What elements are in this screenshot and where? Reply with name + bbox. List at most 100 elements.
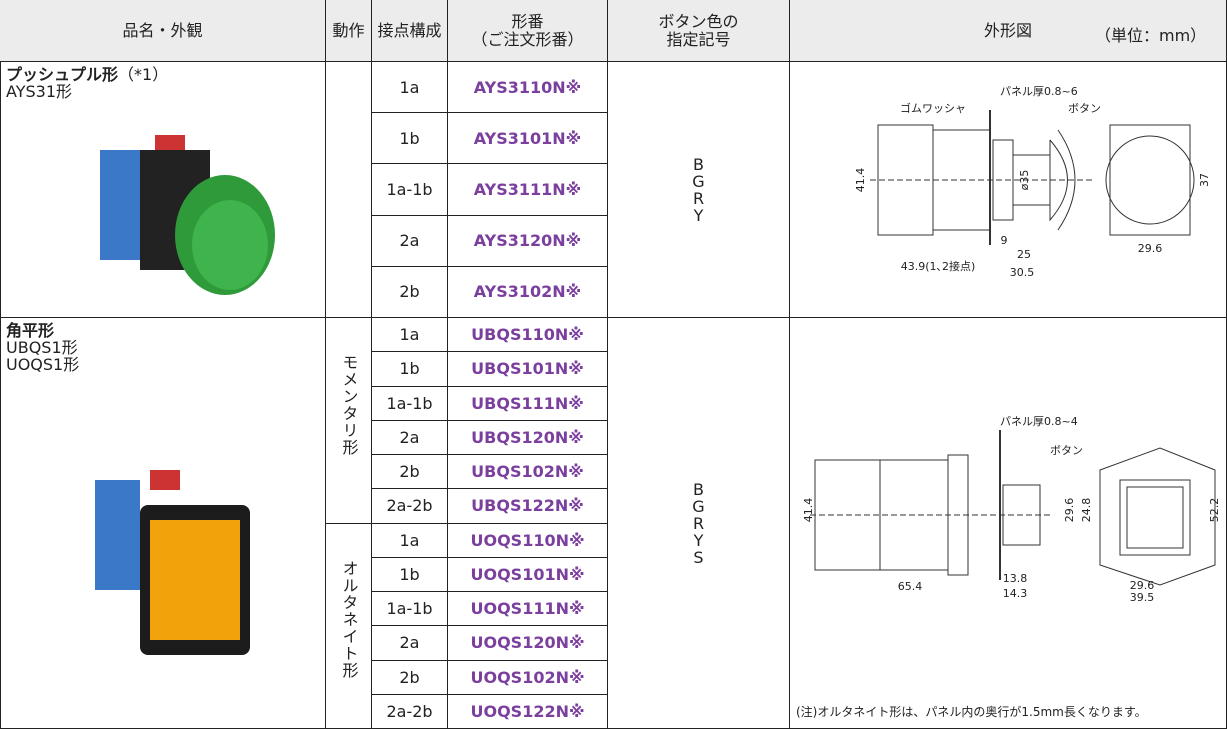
header-cell: 品名・外観 xyxy=(0,0,326,62)
contact-cell: 1b xyxy=(372,352,448,387)
part-cell: UBQS110N※ xyxy=(448,318,608,353)
part-cell: UBQS111N※ xyxy=(448,386,608,421)
contact: 2a-2b xyxy=(386,701,433,721)
contact: 1a xyxy=(399,325,420,345)
product-name: 角平形 xyxy=(6,321,55,340)
color-code: R xyxy=(692,188,705,208)
contact: 1a xyxy=(399,77,420,97)
color-code: G xyxy=(692,171,705,191)
part-number: UBQS110N※ xyxy=(471,325,584,345)
contact-cell: 1a-1b xyxy=(372,386,448,421)
part-number: UBQS120N※ xyxy=(471,427,584,447)
header-text: 指定記号 xyxy=(666,29,731,49)
part-cell: UOQS120N※ xyxy=(448,626,608,661)
part-cell: AYS3102N※ xyxy=(448,266,608,318)
contact-cell: 2a xyxy=(372,626,448,661)
header-text: 外形図 xyxy=(983,20,1032,40)
contact-cell: 2b xyxy=(372,266,448,318)
color-code: R xyxy=(692,513,705,533)
part-number: UBQS102N※ xyxy=(471,462,584,482)
contact-cell: 2b xyxy=(372,455,448,490)
action-label: モメンタリ形 xyxy=(339,354,359,456)
color-code: G xyxy=(692,496,705,516)
contact-cell: 2a xyxy=(372,420,448,455)
contact: 2b xyxy=(399,667,420,687)
contact: 1b xyxy=(399,128,420,148)
header-text: 形番 xyxy=(511,11,544,31)
part-number: UBQS122N※ xyxy=(471,496,584,516)
part-number: AYS3102N※ xyxy=(473,282,582,302)
contact-cell: 1a-1b xyxy=(372,164,448,216)
contact: 1b xyxy=(399,359,420,379)
action-cell: モメンタリ形 xyxy=(326,318,372,524)
drawing-note: (注)オルタネイト形は、パネル内の奥行が1.5mm長くなります。 xyxy=(796,705,1147,719)
part-cell: UOQS110N※ xyxy=(448,523,608,558)
model-name: AYS31形 xyxy=(6,82,72,101)
part-cell: AYS3101N※ xyxy=(448,113,608,165)
contact-cell: 1a xyxy=(372,62,448,114)
contact-cell: 2a-2b xyxy=(372,489,448,524)
color-code: S xyxy=(693,547,704,567)
contact-cell: 1a-1b xyxy=(372,592,448,627)
part-cell: UBQS101N※ xyxy=(448,352,608,387)
product-cell: 角平形 UBQS1形 UOQS1形 xyxy=(0,318,326,729)
part-cell: AYS3110N※ xyxy=(448,62,608,114)
header-cell: ボタン色の 指定記号 xyxy=(608,0,790,62)
contact: 1a-1b xyxy=(386,599,433,619)
contact: 2b xyxy=(399,282,420,302)
contact-cell: 1a xyxy=(372,523,448,558)
color-code: Y xyxy=(693,205,704,225)
part-number: AYS3111N※ xyxy=(473,179,582,199)
contact: 1a-1b xyxy=(386,393,433,413)
part-number: UOQS110N※ xyxy=(470,530,585,550)
product-title: プッシュプル形（*1） xyxy=(6,66,319,83)
header-text: 接点構成 xyxy=(377,20,442,40)
product-note: （*1） xyxy=(118,65,169,84)
contact: 2a-2b xyxy=(386,496,433,516)
drawing-cell: (注)オルタネイト形は、パネル内の奥行が1.5mm長くなります。 xyxy=(790,318,1227,729)
contact-cell: 2a-2b xyxy=(372,694,448,729)
header-cell: 外形図 xyxy=(790,0,1227,62)
part-number: UOQS122N※ xyxy=(470,701,585,721)
part-cell: AYS3120N※ xyxy=(448,215,608,267)
header-text: 動作 xyxy=(332,20,365,40)
contact-cell: 1a xyxy=(372,318,448,353)
contact: 2a xyxy=(399,633,420,653)
contact: 1a-1b xyxy=(386,179,433,199)
action-cell xyxy=(326,62,372,318)
part-number: AYS3120N※ xyxy=(473,231,582,251)
part-number: UOQS120N※ xyxy=(470,633,585,653)
header-text: 品名・外観 xyxy=(122,20,203,40)
part-cell: UBQS122N※ xyxy=(448,489,608,524)
contact: 1b xyxy=(399,564,420,584)
contact: 2b xyxy=(399,462,420,482)
part-number: AYS3110N※ xyxy=(473,77,582,97)
contact: 2a xyxy=(399,427,420,447)
header-text: ボタン色の xyxy=(658,11,739,31)
header-text: （ご注文形番） xyxy=(471,29,584,49)
model-name: UBQS1形 xyxy=(6,338,78,357)
part-cell: UBQS120N※ xyxy=(448,420,608,455)
product-cell: プッシュプル形（*1） AYS31形 xyxy=(0,62,326,318)
action-cell: オルタネイト形 xyxy=(326,523,372,729)
color-code: Y xyxy=(693,530,704,550)
model-name: UOQS1形 xyxy=(6,355,80,374)
drawing-cell xyxy=(790,62,1227,318)
action-label: オルタネイト形 xyxy=(339,559,359,679)
part-number: UOQS111N※ xyxy=(470,599,585,619)
contact-cell: 1b xyxy=(372,113,448,165)
part-cell: UOQS111N※ xyxy=(448,592,608,627)
contact-cell: 2b xyxy=(372,660,448,695)
part-number: UOQS102N※ xyxy=(470,667,585,687)
header-cell: 動作 xyxy=(326,0,372,62)
unit-label: （単位：mm） xyxy=(1095,26,1207,45)
contact-cell: 2a xyxy=(372,215,448,267)
contact: 2a xyxy=(399,231,420,251)
color-code: B xyxy=(693,154,704,174)
part-number: UBQS111N※ xyxy=(471,393,584,413)
part-number: UOQS101N※ xyxy=(470,564,585,584)
contact: 1a xyxy=(399,530,420,550)
